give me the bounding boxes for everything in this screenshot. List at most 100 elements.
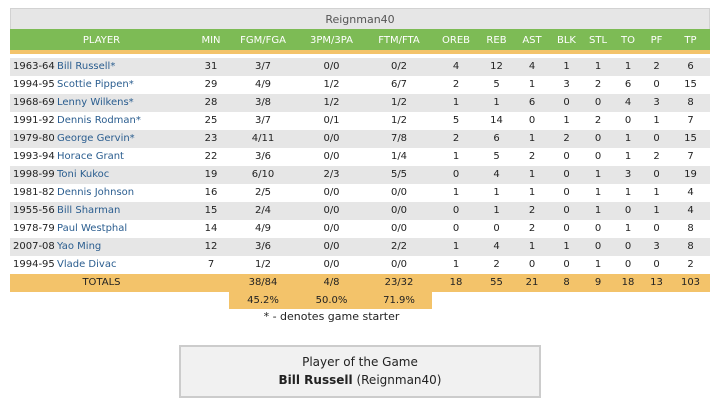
totals-3p: 4/8: [323, 277, 340, 288]
stat-fg: 2/4: [254, 205, 272, 216]
stat-reb: 0: [493, 223, 500, 234]
stat-min: 7: [207, 259, 215, 270]
stat-tp3: 1/2: [323, 97, 340, 108]
stat-ft: 1/4: [390, 151, 408, 162]
player-name-link[interactable]: Vlade Divac: [57, 259, 117, 270]
stat-tp3: 2/3: [323, 169, 340, 180]
stat-tp3: 0/0: [323, 187, 340, 198]
stat-ft: 5/5: [390, 169, 408, 180]
player-name-link[interactable]: Dennis Rodman*: [57, 115, 141, 126]
player-season: 1993-94: [13, 151, 55, 162]
table-row: 1968-69 Lenny Wilkens* 28 3/8 1/2 1/2 1 1 6 0 0 4 3 8: [10, 94, 710, 112]
stat-fg: 4/11: [251, 133, 275, 144]
table-row: 1981-82 Dennis Johnson 16 2/5 0/0 0/0 1 1 1 0 1 1 1 4: [10, 184, 710, 202]
player-season: 1981-82: [13, 187, 55, 198]
stat-ft: 0/0: [390, 205, 408, 216]
totals-stl: 9: [594, 277, 602, 288]
stat-stl: 1: [594, 61, 602, 72]
pct-3p: 50.0%: [315, 295, 348, 306]
player-name-link[interactable]: Paul Westphal: [57, 223, 128, 234]
player-name-link[interactable]: Yao Ming: [57, 241, 102, 252]
stat-oreb: 0: [452, 205, 460, 216]
table-row: 1963-64 Bill Russell* 31 3/7 0/0 0/2 4 12 4 1 1 1 2 6: [10, 58, 710, 76]
player-season: 1994-95: [13, 259, 55, 270]
stat-ast: 2: [528, 151, 536, 162]
stat-ft: 0/0: [390, 259, 408, 270]
stat-oreb: 0: [452, 169, 460, 180]
player-name-link[interactable]: Bill Russell*: [57, 61, 116, 72]
stat-pts: 7: [687, 151, 694, 162]
stat-reb: 5: [493, 151, 500, 162]
header-pf: PF: [650, 35, 663, 46]
stat-ast: 1: [528, 79, 536, 90]
totals-to: 18: [621, 277, 635, 288]
table-row: 1998-99 Toni Kukoc 19 6/10 2/3 5/5 0 4 1 0 1 3 0 19: [10, 166, 710, 184]
stat-stl: 1: [594, 259, 602, 270]
stat-ft: 7/8: [390, 133, 408, 144]
stat-tp3: 0/1: [323, 115, 340, 126]
player-name-link[interactable]: Horace Grant: [57, 151, 124, 162]
stat-to: 0: [624, 241, 632, 252]
table-row: 1955-56 Bill Sharman 15 2/4 0/0 0/0 0 1 2 0 1 0 1 4: [10, 202, 710, 220]
stat-to: 3: [624, 169, 632, 180]
stat-pf: 0: [653, 169, 660, 180]
stat-reb: 6: [493, 133, 500, 144]
stat-tp3: 0/0: [323, 259, 340, 270]
stat-oreb: 1: [452, 97, 460, 108]
header-oreb: OREB: [442, 35, 470, 46]
stat-min: 15: [204, 205, 218, 216]
stat-min: 31: [204, 61, 218, 72]
stat-min: 22: [204, 151, 218, 162]
stat-min: 23: [204, 133, 218, 144]
stat-ast: 0: [528, 259, 536, 270]
header-reb: REB: [486, 35, 507, 46]
stat-reb: 12: [490, 61, 503, 72]
stat-pf: 3: [653, 97, 660, 108]
stat-pf: 0: [653, 79, 660, 90]
stat-to: 1: [624, 61, 632, 72]
player-of-the-game-box: Player of the Game Bill Russell (Reignma…: [179, 345, 541, 398]
stat-reb: 2: [493, 259, 500, 270]
player-name-link[interactable]: Dennis Johnson: [57, 187, 135, 198]
stat-reb: 4: [493, 241, 500, 252]
stat-stl: 0: [594, 241, 602, 252]
stat-oreb: 2: [452, 133, 460, 144]
stat-tp3: 0/0: [323, 205, 340, 216]
table-row: 2007-08 Yao Ming 12 3/6 0/0 2/2 1 4 1 1 0 0 3 8: [10, 238, 710, 256]
stat-ast: 1: [528, 241, 536, 252]
header-tp: TP: [684, 35, 697, 46]
player-name-link[interactable]: George Gervin*: [57, 133, 135, 144]
stat-pf: 1: [653, 187, 660, 198]
totals-pf: 13: [650, 277, 663, 288]
potg-player: Bill Russell: [278, 373, 353, 387]
stat-pts: 15: [684, 79, 697, 90]
totals-tp: 103: [680, 277, 701, 288]
table-row: 1991-92 Dennis Rodman* 25 3/7 0/1 1/2 5 14 0 1 2 0 1…: [10, 112, 710, 130]
pct-fg: 45.2%: [247, 295, 279, 306]
player-name-link[interactable]: Scottie Pippen*: [57, 79, 134, 90]
stat-fg: 3/6: [254, 151, 272, 162]
player-rows: 1963-64 Bill Russell* 31 3/7 0/0 0/2 4 12 4 1 1 1 2 6…: [10, 58, 710, 274]
table-row: 1978-79 Paul Westphal 14 4/9 0/0 0/0 0 0 2 0 0 1 0 8: [10, 220, 710, 238]
stat-reb: 1: [493, 187, 500, 198]
stat-ft: 0/2: [390, 61, 408, 72]
stat-tp3: 0/0: [323, 133, 340, 144]
stat-reb: 4: [493, 169, 500, 180]
totals-ast: 21: [525, 277, 539, 288]
player-name-link[interactable]: Lenny Wilkens*: [57, 97, 134, 108]
stat-stl: 0: [594, 223, 602, 234]
potg-line: Bill Russell (Reignman40): [181, 373, 539, 387]
stat-stl: 0: [594, 133, 602, 144]
stat-tp3: 0/0: [323, 61, 340, 72]
header-bottom-stripe: [10, 50, 710, 54]
stat-pts: 8: [687, 241, 694, 252]
stat-fg: 4/9: [254, 79, 272, 90]
header-fg: FGM/FGA: [240, 35, 286, 46]
stat-to: 0: [624, 259, 632, 270]
stat-to: 4: [624, 97, 632, 108]
stat-pts: 19: [684, 169, 697, 180]
player-name-link[interactable]: Bill Sharman: [57, 205, 121, 216]
stat-pf: 2: [653, 151, 660, 162]
player-name-link[interactable]: Toni Kukoc: [57, 169, 110, 180]
totals-blk: 8: [563, 277, 570, 288]
